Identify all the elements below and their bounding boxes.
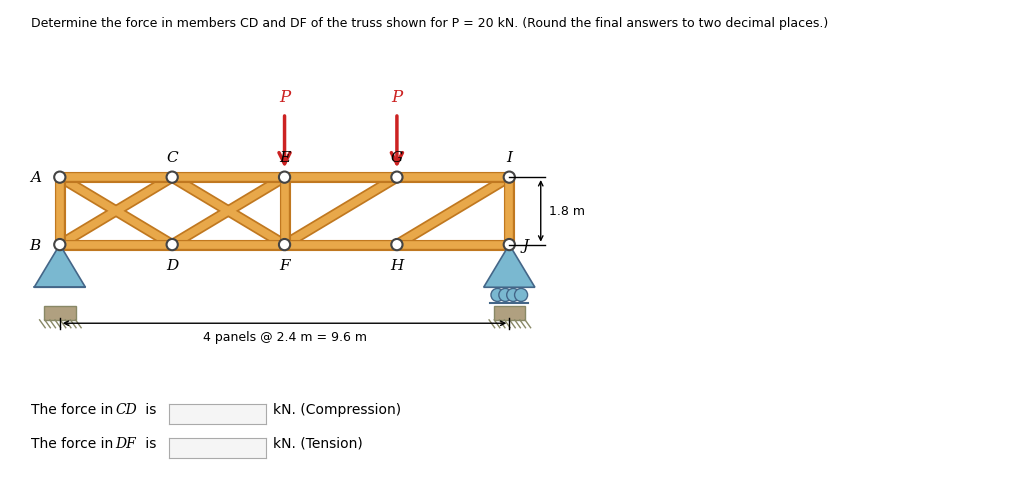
Circle shape — [391, 240, 402, 251]
Circle shape — [499, 289, 512, 302]
Text: The force in: The force in — [31, 402, 118, 416]
Text: B: B — [30, 238, 41, 252]
Circle shape — [515, 289, 527, 302]
Text: is: is — [141, 402, 157, 416]
Circle shape — [167, 172, 178, 183]
Text: Determine the force in members CD and DF of the truss shown for P = 20 kN. (Roun: Determine the force in members CD and DF… — [31, 17, 828, 30]
Text: DF: DF — [116, 436, 136, 450]
FancyBboxPatch shape — [494, 307, 525, 320]
Text: is: is — [141, 436, 157, 450]
Circle shape — [507, 289, 520, 302]
Text: CD: CD — [116, 402, 137, 416]
Circle shape — [490, 289, 504, 302]
Text: A: A — [30, 171, 41, 185]
Circle shape — [391, 172, 402, 183]
Circle shape — [504, 172, 515, 183]
Text: P: P — [391, 89, 402, 106]
Text: H: H — [390, 258, 403, 272]
Polygon shape — [483, 245, 535, 287]
Circle shape — [504, 240, 515, 251]
Text: J: J — [523, 238, 528, 252]
Text: I: I — [506, 151, 512, 165]
Text: E: E — [279, 151, 290, 165]
Text: 1.8 m: 1.8 m — [549, 205, 585, 218]
Text: F: F — [280, 258, 290, 272]
FancyBboxPatch shape — [44, 307, 76, 320]
Polygon shape — [34, 245, 85, 287]
Circle shape — [279, 240, 290, 251]
Circle shape — [54, 240, 66, 251]
Text: D: D — [166, 258, 178, 272]
Text: kN. (Compression): kN. (Compression) — [273, 402, 401, 416]
Text: G: G — [391, 151, 403, 165]
Text: 4 panels @ 2.4 m = 9.6 m: 4 panels @ 2.4 m = 9.6 m — [203, 330, 367, 343]
Circle shape — [54, 172, 66, 183]
Circle shape — [167, 240, 178, 251]
Text: kN. (Tension): kN. (Tension) — [273, 436, 364, 450]
Circle shape — [279, 172, 290, 183]
Text: P: P — [279, 89, 290, 106]
Text: The force in: The force in — [31, 436, 118, 450]
Text: C: C — [166, 151, 178, 165]
